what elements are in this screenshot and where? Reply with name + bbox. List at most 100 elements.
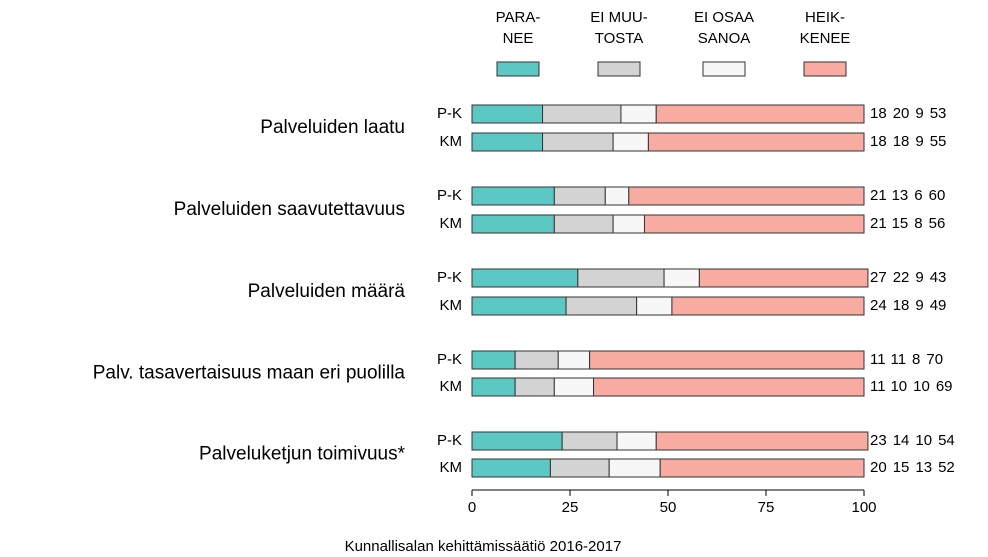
value-label: 18 (893, 297, 910, 314)
group-label: Palveluketjun toimivuus* (199, 444, 406, 465)
bar-segment (471, 458, 551, 478)
value-label: 60 (929, 187, 946, 204)
value-label: 9 (915, 105, 923, 122)
row-label: P-K (437, 432, 462, 449)
value-label: 27 (870, 269, 887, 286)
value-label: 15 (892, 215, 909, 232)
bar-segment (471, 350, 516, 370)
bar-segment (553, 377, 595, 397)
value-label: 6 (914, 187, 922, 204)
bar-segment (643, 214, 865, 234)
row-label: P-K (437, 187, 462, 204)
value-labels: 23 14 10 54 (870, 432, 955, 449)
x-tick-label: 50 (660, 499, 677, 516)
row-label: KM (440, 378, 463, 395)
row-label: KM (440, 215, 463, 232)
bar-segment (514, 350, 559, 370)
row-label: KM (440, 297, 463, 314)
value-label: 69 (936, 378, 953, 395)
value-label: 54 (938, 432, 955, 449)
row-label: P-K (437, 351, 462, 368)
bar-segment (663, 268, 700, 288)
bar-segment (471, 296, 567, 316)
bar-segment (561, 431, 618, 451)
bar-segment (549, 458, 610, 478)
bar-segment (647, 132, 865, 152)
value-label: 10 (915, 432, 932, 449)
bar-segment (608, 458, 661, 478)
value-label: 21 (870, 187, 886, 204)
bar-segment (604, 186, 630, 206)
legend-swatch (803, 61, 847, 77)
value-label: 8 (912, 351, 920, 368)
bar-segment (612, 214, 645, 234)
legend-label: PARA- NEE (495, 9, 541, 47)
value-labels: 11 10 10 69 (870, 378, 953, 395)
x-tick-label: 0 (468, 499, 476, 516)
value-label: 56 (929, 215, 946, 232)
bar-segment (577, 268, 665, 288)
value-label: 9 (915, 269, 923, 286)
bar-segment (471, 377, 516, 397)
value-label: 10 (890, 378, 907, 395)
value-label: 14 (893, 432, 910, 449)
row-label: KM (440, 459, 463, 476)
value-labels: 11 11 8 70 (870, 351, 943, 368)
legend-label: EI MUU- TOSTA (590, 9, 648, 47)
bar-segment (612, 132, 649, 152)
value-labels: 27 22 9 43 (870, 269, 946, 286)
value-label: 11 (890, 351, 906, 368)
value-label: 11 (870, 351, 885, 368)
group-label: Palveluiden laatu (260, 117, 405, 138)
value-labels: 18 20 9 53 (870, 105, 946, 122)
value-label: 20 (893, 105, 910, 122)
bar-segment (471, 186, 555, 206)
group-label: Palveluiden määrä (248, 281, 406, 302)
value-label: 13 (915, 459, 932, 476)
bar-segment (553, 214, 614, 234)
bar-segment (616, 431, 657, 451)
bar-segment (471, 104, 544, 124)
row-label: P-K (437, 105, 462, 122)
x-tick-label: 100 (851, 499, 876, 516)
legend-swatch (496, 61, 540, 77)
value-labels: 20 15 13 52 (870, 459, 955, 476)
bar-segment (698, 268, 869, 288)
bar-segment (628, 186, 865, 206)
value-label: 10 (913, 378, 930, 395)
value-label: 49 (930, 297, 947, 314)
value-label: 9 (915, 133, 923, 150)
bar-segment (565, 296, 638, 316)
bar-segment (514, 377, 555, 397)
bar-segment (471, 268, 579, 288)
bar-segment (471, 132, 544, 152)
value-label: 20 (870, 459, 887, 476)
bar-segment (557, 350, 591, 370)
bar-segment (655, 104, 865, 124)
bar-segment (471, 214, 555, 234)
value-label: 52 (938, 459, 955, 476)
legend-label: HEIK- KENEE (799, 9, 851, 47)
value-label: 15 (893, 459, 910, 476)
value-labels: 18 18 9 55 (870, 133, 946, 150)
group-label: Palveluiden saavutettavuus (174, 199, 405, 220)
value-label: 55 (930, 133, 947, 150)
legend-swatch (702, 61, 746, 77)
bar-segment (471, 431, 563, 451)
value-label: 21 (870, 215, 886, 232)
value-labels: 21 13 6 60 (870, 187, 945, 204)
bar-segment (659, 458, 865, 478)
value-label: 43 (930, 269, 947, 286)
value-label: 22 (893, 269, 910, 286)
value-label: 18 (870, 105, 887, 122)
value-labels: 21 15 8 56 (870, 215, 945, 232)
x-tick-label: 75 (758, 499, 775, 516)
value-label: 23 (870, 432, 887, 449)
row-label: KM (440, 133, 463, 150)
bar-segment (542, 132, 614, 152)
value-label: 11 (870, 378, 885, 395)
value-label: 24 (870, 297, 887, 314)
bar-segment (620, 104, 657, 124)
value-label: 8 (914, 215, 922, 232)
